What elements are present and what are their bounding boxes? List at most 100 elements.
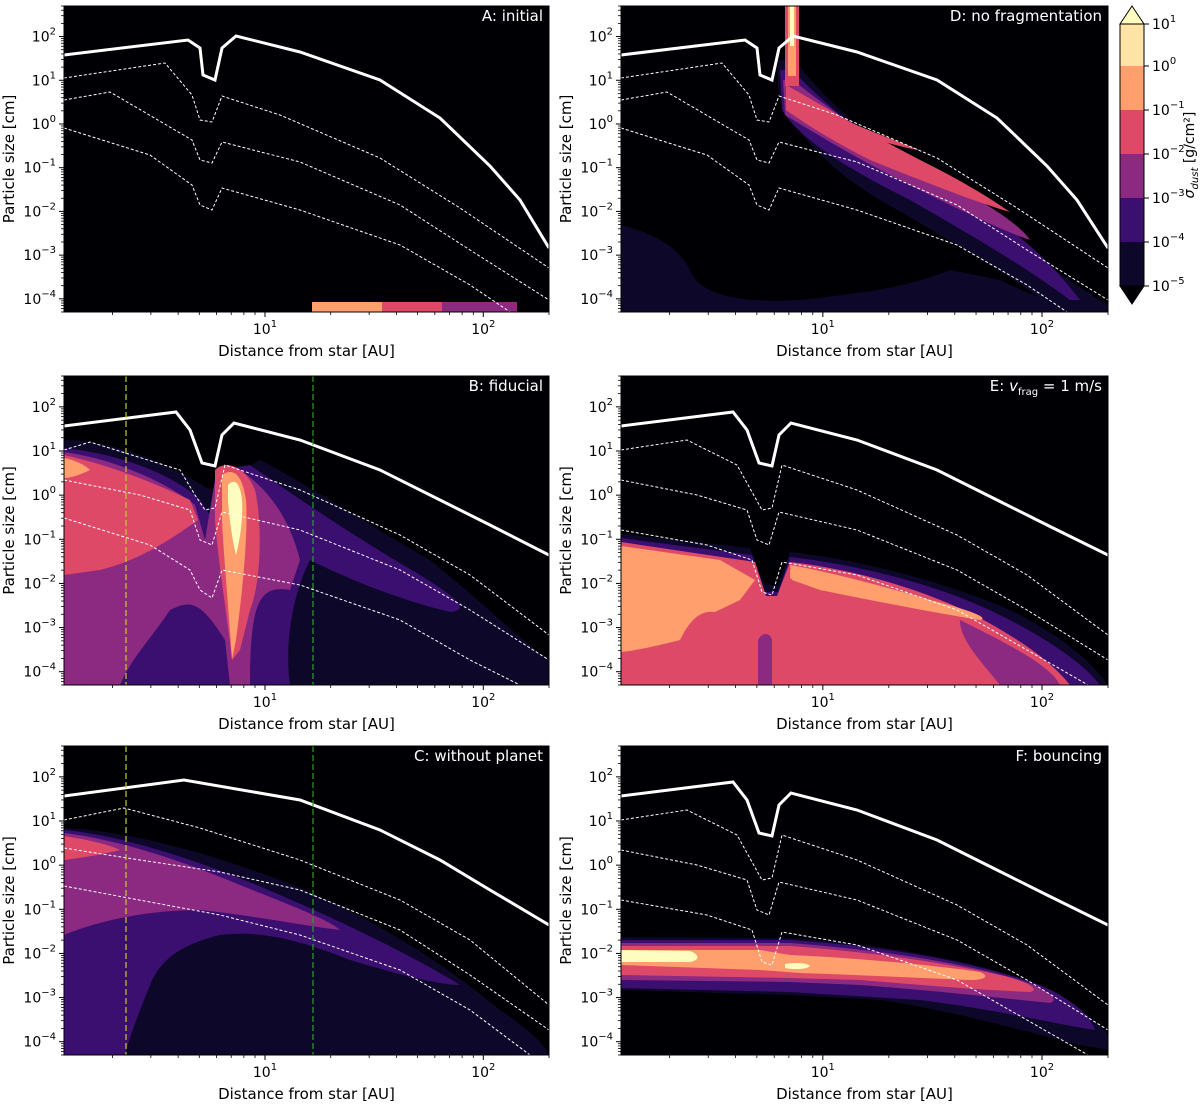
panel-b-xtick-label: 102 bbox=[471, 692, 495, 711]
panel-d-max-size-line bbox=[621, 34, 1108, 249]
colorbar-ticks: 101 100 10−1 10−2 10−3 10−4 10−5 bbox=[1144, 14, 1185, 295]
panel-b-xlabel: Distance from star [AU] bbox=[218, 715, 395, 733]
panel-b-ytick-label: 100 bbox=[32, 485, 56, 504]
panel-b-level-4-region bbox=[64, 455, 198, 575]
panel-b-ytick-label: 10−3 bbox=[23, 618, 56, 637]
colorbar-level-5 bbox=[1120, 66, 1144, 110]
panel-f-ylabel: Particle size [cm] bbox=[557, 836, 575, 965]
panel-a-dashed-line-3 bbox=[64, 127, 511, 312]
panel-f-ytick-label: 100 bbox=[589, 855, 613, 874]
colorbar-extend-bottom bbox=[1119, 285, 1145, 305]
panel-e-xtick-label: 102 bbox=[1030, 692, 1054, 711]
panel-d-ytick-label: 100 bbox=[589, 114, 613, 133]
panel-d-xlabel: Distance from star [AU] bbox=[776, 342, 953, 360]
panel-d-level-1-upper bbox=[778, 60, 1108, 312]
panel-c-ytick-label: 100 bbox=[32, 855, 56, 874]
panel-d-level-1-region bbox=[621, 225, 1108, 312]
panel-b: B: fiducial bbox=[63, 375, 550, 686]
panel-e-dust-field bbox=[621, 410, 1108, 685]
panel-c-ytick-label: 10−4 bbox=[23, 1032, 56, 1051]
panel-a-ytick-label: 10−1 bbox=[23, 158, 56, 177]
panel-b-inner-orange bbox=[64, 458, 90, 478]
colorbar-level-6 bbox=[1120, 24, 1144, 66]
colorbar-tick-label: 10−2 bbox=[1152, 144, 1185, 163]
panel-f-dashed-line-2 bbox=[621, 849, 1108, 1031]
panel-a-dust-band-orange bbox=[312, 302, 382, 312]
panel-e-outer-orange bbox=[790, 565, 983, 620]
panel-d-ytick-label: 101 bbox=[589, 70, 613, 89]
colorbar-tick-label: 100 bbox=[1152, 56, 1176, 75]
panel-f-ytick-label: 102 bbox=[589, 767, 613, 786]
colorbar-label: σdust [g/cm²] bbox=[1182, 112, 1200, 199]
panel-f-xtick-label: 101 bbox=[811, 1062, 835, 1081]
panel-c-dashed-line-2 bbox=[64, 847, 549, 1031]
panel-c-ytick-label: 10−1 bbox=[23, 899, 56, 918]
colorbar-level-4 bbox=[1120, 110, 1144, 154]
panel-b-frame bbox=[63, 375, 550, 686]
panel-d-xtick-label: 101 bbox=[811, 319, 835, 338]
panel-a-ytick-label: 10−4 bbox=[23, 289, 56, 308]
panel-c-dashed-line-1 bbox=[64, 807, 549, 1006]
panel-b-max-size-line bbox=[64, 410, 549, 557]
panel-a-xtick-label: 102 bbox=[471, 319, 495, 338]
panel-f-ytick-label: 10−3 bbox=[580, 988, 613, 1007]
panel-d-title: D: no fragmentation bbox=[950, 7, 1102, 25]
panel-b-ytick-label: 102 bbox=[32, 397, 56, 416]
panel-f-ytick-label: 10−4 bbox=[580, 1032, 613, 1051]
panel-e-level-3-tail bbox=[960, 620, 1060, 685]
colorbar-tick-label: 10−4 bbox=[1152, 232, 1185, 251]
panel-a-ytick-label: 10−2 bbox=[23, 201, 56, 220]
panel-b-dust-field bbox=[64, 376, 549, 685]
colorbar: 101 100 10−1 10−2 10−3 10−4 10−5 σdust [g/cm²] bbox=[1119, 5, 1200, 305]
panel-a-background bbox=[64, 6, 549, 312]
panel-e: E: vfrag = 1 m/s bbox=[620, 375, 1109, 686]
panel-d-ytick-label: 10−2 bbox=[580, 201, 613, 220]
panel-d-frame bbox=[620, 5, 1109, 313]
colorbar-tick-label: 101 bbox=[1152, 14, 1176, 33]
panel-d-level-4-region bbox=[786, 85, 1010, 212]
panel-a-dashed-line-1 bbox=[64, 62, 549, 269]
panel-c-xtick-label: 101 bbox=[253, 1062, 277, 1081]
panel-f-max-size-line bbox=[621, 780, 1108, 927]
panel-c-max-size-line bbox=[64, 778, 549, 927]
colorbar-tick-label: 10−3 bbox=[1152, 188, 1185, 207]
panel-f-xtick-label: 102 bbox=[1030, 1062, 1054, 1081]
panel-c-dust-field bbox=[64, 746, 549, 1055]
panel-f-frame bbox=[620, 745, 1109, 1056]
panel-b-dashed-line-1 bbox=[64, 441, 549, 636]
colorbar-extend-top bbox=[1119, 5, 1145, 25]
panel-e-ytick-label: 10−3 bbox=[580, 618, 613, 637]
panel-a-ytick-label: 101 bbox=[32, 70, 56, 89]
panel-a-frame bbox=[63, 5, 550, 313]
panel-c-level-4-region bbox=[64, 836, 120, 860]
panel-c-level-3-region bbox=[64, 833, 340, 935]
panel-d-ytick-label: 10−3 bbox=[580, 245, 613, 264]
panel-c-frame bbox=[63, 745, 550, 1056]
panel-e-ytick-label: 101 bbox=[589, 441, 613, 460]
panel-e-gap-column bbox=[758, 634, 772, 685]
panel-c: C: without planet bbox=[63, 745, 550, 1056]
panel-d-dashed-line-1 bbox=[621, 62, 1108, 269]
colorbar-tick-label: 10−1 bbox=[1152, 100, 1185, 119]
panel-a-dust-band-purple bbox=[442, 302, 517, 312]
panel-f-title: F: bouncing bbox=[1016, 747, 1102, 765]
panel-f-xlabel: Distance from star [AU] bbox=[776, 1085, 953, 1103]
panel-c-ytick-label: 10−3 bbox=[23, 988, 56, 1007]
panel-e-ytick-label: 10−2 bbox=[580, 573, 613, 592]
panel-d-ytick-label: 10−1 bbox=[580, 158, 613, 177]
colorbar-frame bbox=[1119, 23, 1145, 287]
panel-e-ytick-label: 10−1 bbox=[580, 529, 613, 548]
panel-b-ytick-label: 101 bbox=[32, 441, 56, 460]
panel-e-ytick-label: 102 bbox=[589, 397, 613, 416]
panel-e-max-size-line bbox=[621, 410, 1108, 557]
panel-b-dashed-line-2 bbox=[64, 479, 549, 661]
panel-c-ylabel: Particle size [cm] bbox=[0, 836, 18, 965]
panel-a-ytick-label: 102 bbox=[32, 27, 56, 46]
panel-c-ytick-label: 10−2 bbox=[23, 943, 56, 962]
panel-f-dashed-line-3 bbox=[621, 899, 1089, 1055]
panel-e-dashed-line-2 bbox=[621, 479, 1108, 661]
panel-d-dashed-line-3 bbox=[621, 127, 1068, 312]
panel-b-ytick-label: 10−1 bbox=[23, 529, 56, 548]
panel-f-bright-band bbox=[621, 950, 698, 962]
panel-a-dust-field bbox=[64, 34, 549, 312]
